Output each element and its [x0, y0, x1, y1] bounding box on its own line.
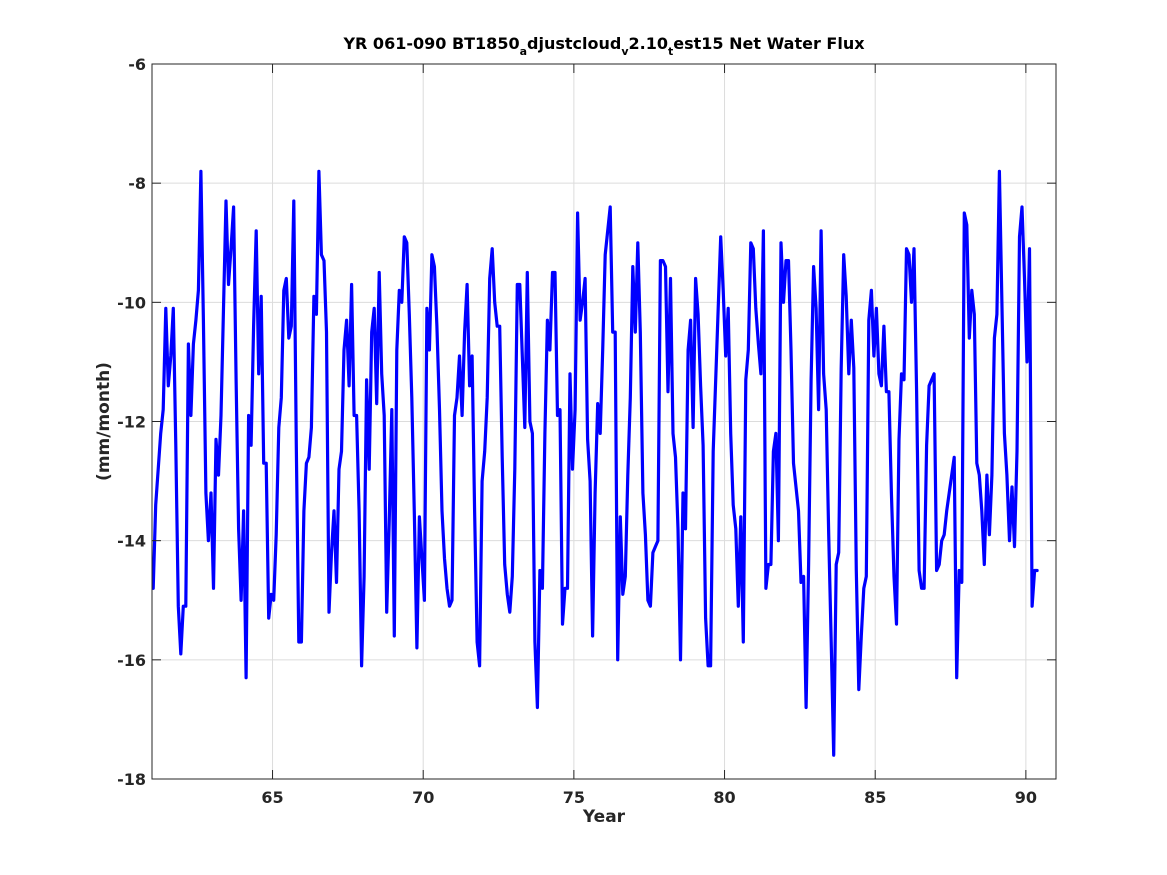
series-layer: [151, 169, 1039, 757]
y-tick-label: -8: [128, 174, 146, 193]
x-tick-label: 80: [713, 788, 735, 807]
x-tick-label: 75: [563, 788, 585, 807]
x-tick-label: 85: [864, 788, 886, 807]
title-part: 2.10: [629, 34, 668, 53]
y-tick-label: -12: [117, 413, 146, 432]
series-line: [151, 169, 1039, 757]
title-subscript: t: [668, 45, 673, 58]
title-part: est15 Net Water Flux: [673, 34, 865, 53]
title-part: YR 061-090 BT1850: [342, 34, 519, 53]
y-tick-label: -14: [117, 532, 146, 551]
x-tick-label: 65: [261, 788, 283, 807]
ticks: 65 70 75 80 85 90 -18 -16 -14 -12 -10 -8 -6: [117, 55, 1056, 807]
title-subscript: v: [621, 45, 629, 58]
title-subscript: a: [520, 45, 527, 58]
y-tick-label: -6: [128, 55, 146, 74]
x-tick-label: 70: [412, 788, 434, 807]
y-axis-label: (mm/month): [94, 362, 114, 481]
title-part: djustcloud: [527, 34, 621, 53]
y-tick-label: -16: [117, 651, 146, 670]
x-axis-label: Year: [582, 807, 626, 827]
chart-title: YR 061-090 BT1850adjustcloudv2.10test15 …: [342, 34, 865, 58]
y-tick-label: -10: [117, 293, 146, 312]
x-tick-label: 90: [1015, 788, 1037, 807]
y-tick-label: -18: [117, 770, 146, 789]
